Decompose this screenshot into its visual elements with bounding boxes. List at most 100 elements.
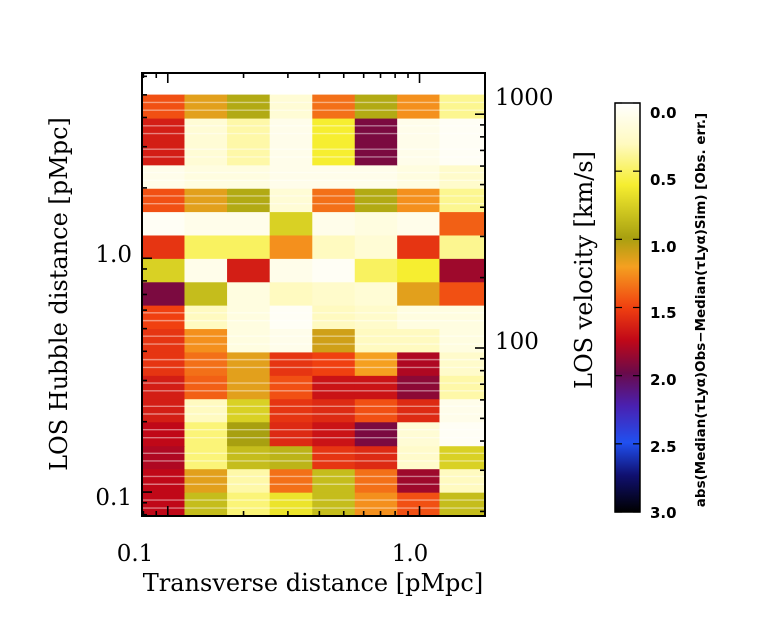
heatmap-cell bbox=[439, 211, 486, 236]
heatmap-cell bbox=[184, 94, 228, 119]
heatmap-cell bbox=[312, 421, 356, 447]
heatmap-cell bbox=[312, 164, 356, 189]
heatmap-cell bbox=[312, 305, 356, 330]
heatmap-cell bbox=[269, 164, 313, 189]
heatmap-cell bbox=[439, 351, 486, 376]
heatmap-cell bbox=[269, 211, 313, 236]
heatmap-cell bbox=[142, 234, 186, 259]
heatmap-cell bbox=[227, 141, 271, 166]
heatmap-cell bbox=[397, 164, 441, 189]
heatmap-cell bbox=[354, 305, 398, 330]
heatmap-cell bbox=[397, 188, 441, 213]
heatmap-cell bbox=[312, 211, 356, 236]
heatmap-cell bbox=[354, 468, 398, 493]
colorbar-ticks bbox=[615, 102, 640, 513]
heatmap-cell bbox=[269, 188, 313, 213]
heatmap-cell bbox=[142, 328, 186, 353]
heatmap-cell bbox=[184, 258, 228, 283]
heatmap-cell bbox=[227, 94, 271, 119]
heatmap-cell bbox=[397, 234, 441, 259]
heatmap-cell bbox=[439, 141, 486, 166]
heatmap-cell bbox=[354, 492, 398, 517]
heatmap-cell bbox=[142, 188, 186, 213]
colorbar-tick-1.5: 1.5 bbox=[650, 304, 677, 322]
colorbar-tick-0.5: 0.5 bbox=[650, 171, 677, 189]
heatmap-cell bbox=[269, 351, 313, 376]
heatmap-cell bbox=[142, 468, 186, 493]
heatmap-cell bbox=[312, 258, 356, 283]
heatmap-cell bbox=[269, 468, 313, 493]
heatmap-cell bbox=[354, 258, 398, 283]
heatmap-cell bbox=[397, 117, 441, 142]
heatmap-cell bbox=[142, 94, 186, 119]
heatmap-cell bbox=[142, 351, 186, 376]
heatmap-cell bbox=[184, 305, 228, 330]
heatmap-cell bbox=[184, 375, 228, 400]
heatmap-cell bbox=[397, 305, 441, 330]
heatmap-cell bbox=[439, 164, 486, 189]
heatmap-cell bbox=[184, 421, 228, 447]
heatmap-cell bbox=[184, 164, 228, 189]
heatmap-cell bbox=[269, 117, 313, 142]
heatmap-cell bbox=[439, 398, 486, 423]
heatmap-cell bbox=[439, 305, 486, 330]
heatmap-cell bbox=[142, 211, 186, 236]
heatmap-cell bbox=[354, 234, 398, 259]
x-axis-title: Transverse distance [pMpc] bbox=[143, 569, 483, 597]
heatmap-cell bbox=[354, 375, 398, 400]
heatmap-cell bbox=[397, 328, 441, 353]
heatmap-cell bbox=[227, 258, 271, 283]
heatmap-cell bbox=[312, 141, 356, 166]
heatmap-cell bbox=[184, 281, 228, 306]
heatmap-cell bbox=[312, 468, 356, 493]
heatmap-cell bbox=[184, 188, 228, 213]
heatmap-cell bbox=[184, 117, 228, 142]
heatmap-cell bbox=[227, 468, 271, 493]
colorbar-tick-2.0: 2.0 bbox=[650, 371, 677, 389]
heatmap-cell bbox=[397, 141, 441, 166]
heatmap-cell bbox=[227, 375, 271, 400]
heatmap-cell bbox=[397, 421, 441, 447]
heatmap-cell bbox=[184, 328, 228, 353]
heatmap-cell bbox=[227, 305, 271, 330]
heatmap-cell bbox=[439, 492, 486, 517]
heatmap-cell bbox=[312, 281, 356, 306]
heatmap-cell bbox=[184, 445, 228, 470]
heatmap-cell bbox=[269, 492, 313, 517]
heatmap-cell bbox=[354, 328, 398, 353]
y-axis-left-title: LOS Hubble distance [pMpc] bbox=[45, 117, 73, 471]
heatmap-cell bbox=[142, 305, 186, 330]
heatmap-cell bbox=[227, 164, 271, 189]
heatmap-cell bbox=[312, 117, 356, 142]
heatmap-cell bbox=[354, 445, 398, 470]
heatmap-cell bbox=[312, 445, 356, 470]
heatmap-cell bbox=[312, 328, 356, 353]
x-tick-label-1.0: 1.0 bbox=[392, 541, 429, 567]
heatmap-cell bbox=[397, 211, 441, 236]
heatmap-cell bbox=[354, 351, 398, 376]
colorbar-tick-1.0: 1.0 bbox=[650, 238, 677, 256]
heatmap-cell bbox=[142, 141, 186, 166]
heatmap-cell bbox=[227, 117, 271, 142]
heatmap-cell bbox=[439, 258, 486, 283]
heatmap-cell bbox=[439, 281, 486, 306]
heatmap-cell bbox=[397, 398, 441, 423]
heatmap-cell bbox=[142, 398, 186, 423]
heatmap-cell bbox=[354, 188, 398, 213]
row-hatching bbox=[142, 101, 485, 509]
y-left-tick-label-0.1: 0.1 bbox=[95, 485, 132, 511]
heatmap-cell bbox=[227, 281, 271, 306]
x-tick-label-0.1: 0.1 bbox=[117, 541, 154, 567]
heatmap-cell bbox=[227, 328, 271, 353]
heatmap-cell bbox=[354, 117, 398, 142]
colorbar-tick-3.0: 3.0 bbox=[650, 504, 677, 522]
y-left-tick-label-1.0: 1.0 bbox=[95, 242, 132, 268]
heatmap-cell bbox=[227, 211, 271, 236]
heatmap-cells bbox=[142, 94, 486, 517]
heatmap-cell bbox=[142, 492, 186, 517]
heatmap-cell bbox=[269, 375, 313, 400]
heatmap-cell bbox=[142, 281, 186, 306]
heatmap-cell bbox=[142, 258, 186, 283]
heatmap-cell bbox=[184, 468, 228, 493]
